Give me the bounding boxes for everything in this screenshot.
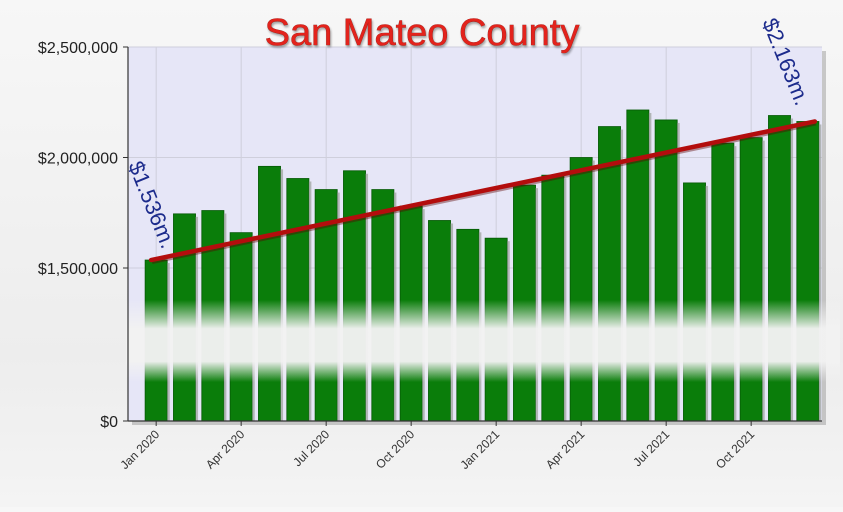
- y-tick-label: $1,500,000: [38, 261, 118, 278]
- bar-shadow: [280, 169, 284, 421]
- x-tick-label: Jul 2020: [290, 427, 332, 469]
- trendline: [148, 119, 818, 263]
- axis-break-band: [126, 300, 840, 382]
- bar-shadow: [790, 118, 794, 421]
- x-tick-label: Apr 2020: [203, 427, 248, 472]
- x-tick-label: Oct 2020: [373, 427, 418, 472]
- x-tick-label: Jan 2020: [117, 427, 162, 472]
- x-tick-label: Jan 2021: [457, 427, 502, 472]
- bar-shadow: [648, 112, 652, 422]
- y-tick-label: $2,000,000: [38, 151, 118, 168]
- x-tick-label: Apr 2021: [543, 427, 588, 472]
- bar-shadow: [365, 173, 369, 421]
- x-tick-label: Jul 2021: [630, 427, 672, 469]
- bar-shadow: [563, 178, 567, 421]
- y-tick-label: $2,500,000: [38, 40, 118, 57]
- bar-shadow: [733, 146, 737, 421]
- y-tick-label: $0: [100, 414, 118, 431]
- chart-title: San Mateo County: [265, 12, 580, 54]
- bar: [541, 174, 565, 422]
- bar: [343, 170, 366, 422]
- bar-shadow: [592, 160, 595, 421]
- x-tick-label: Oct 2021: [713, 427, 758, 472]
- bar: [286, 178, 310, 422]
- bar-shadow: [620, 129, 624, 421]
- bar-shadow: [818, 124, 822, 422]
- bar-shadow: [677, 122, 680, 422]
- bar-shadow: [762, 140, 765, 422]
- bar: [258, 165, 281, 422]
